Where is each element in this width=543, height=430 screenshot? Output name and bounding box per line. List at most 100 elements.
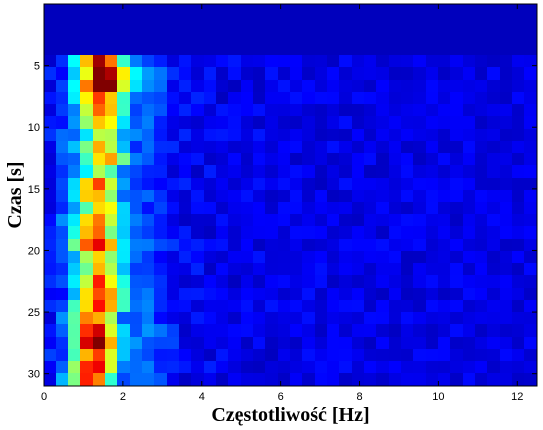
heatmap-cell bbox=[68, 337, 81, 350]
heatmap-cell bbox=[228, 324, 242, 338]
heatmap-cell bbox=[524, 361, 537, 374]
heatmap-cell bbox=[401, 373, 414, 386]
heatmap-cell bbox=[352, 263, 365, 276]
heatmap-cell bbox=[475, 239, 488, 252]
heatmap-cell bbox=[253, 165, 266, 179]
heatmap-cell bbox=[475, 251, 488, 264]
heatmap-cell bbox=[80, 275, 94, 289]
heatmap-cell bbox=[130, 129, 143, 142]
heatmap-cell bbox=[191, 373, 205, 386]
heatmap-cell bbox=[56, 373, 69, 386]
heatmap-cell bbox=[339, 116, 353, 130]
heatmap-cell bbox=[512, 349, 525, 362]
heatmap-cell bbox=[290, 361, 303, 374]
heatmap-cell bbox=[241, 288, 254, 301]
heatmap-cell bbox=[191, 337, 205, 350]
heatmap-cell bbox=[302, 165, 316, 179]
heatmap-cell bbox=[216, 141, 229, 154]
heatmap-cell bbox=[68, 116, 81, 130]
heatmap-cell bbox=[216, 300, 229, 313]
heatmap-cell bbox=[204, 239, 217, 252]
heatmap-cell bbox=[56, 67, 69, 81]
heatmap-cell bbox=[364, 288, 377, 301]
heatmap-cell bbox=[389, 263, 402, 276]
heatmap-cell bbox=[216, 324, 229, 338]
heatmap-cell bbox=[80, 55, 94, 68]
heatmap-cell bbox=[302, 190, 316, 203]
heatmap-cell bbox=[376, 349, 390, 362]
heatmap-cell bbox=[475, 226, 488, 240]
heatmap-cell bbox=[68, 349, 81, 362]
heatmap-cell bbox=[512, 141, 525, 154]
heatmap-cell bbox=[44, 80, 57, 93]
heatmap-cell bbox=[117, 337, 131, 350]
heatmap-cell bbox=[413, 153, 427, 166]
heatmap-cell bbox=[315, 324, 328, 338]
heatmap-cell bbox=[278, 239, 291, 252]
heatmap-cell bbox=[278, 288, 291, 301]
heatmap-cell bbox=[426, 141, 439, 154]
heatmap-cell bbox=[56, 165, 69, 179]
heatmap-cell bbox=[56, 288, 69, 301]
heatmap-cell bbox=[68, 324, 81, 338]
heatmap-cell bbox=[56, 275, 69, 289]
heatmap-cell bbox=[401, 324, 414, 338]
heatmap-cell bbox=[438, 67, 451, 81]
heatmap-cell bbox=[426, 190, 439, 203]
heatmap-cell bbox=[278, 312, 291, 325]
heatmap-cell bbox=[438, 92, 451, 105]
heatmap-cell bbox=[142, 202, 155, 215]
heatmap-cell bbox=[364, 202, 377, 215]
heatmap-cell bbox=[142, 92, 155, 105]
heatmap-cell bbox=[191, 141, 205, 154]
heatmap-cell bbox=[401, 178, 414, 191]
heatmap-cell bbox=[93, 129, 106, 142]
heatmap-cell bbox=[450, 153, 464, 166]
heatmap-cell bbox=[450, 300, 464, 313]
heatmap-cell bbox=[142, 104, 155, 117]
heatmap-cell bbox=[290, 288, 303, 301]
heatmap-cell bbox=[450, 104, 464, 117]
heatmap-cell bbox=[130, 263, 143, 276]
heatmap-cell bbox=[401, 55, 414, 68]
heatmap-cell bbox=[142, 116, 155, 130]
heatmap-cell bbox=[167, 80, 180, 93]
x-axis-label: Częstotliwość [Hz] bbox=[211, 404, 369, 426]
heatmap-cell bbox=[253, 178, 266, 191]
heatmap-cell bbox=[438, 178, 451, 191]
heatmap-cell bbox=[265, 226, 279, 240]
heatmap-cell bbox=[105, 67, 118, 81]
heatmap-cell bbox=[56, 141, 69, 154]
heatmap-cell bbox=[512, 226, 525, 240]
heatmap-cell bbox=[68, 275, 81, 289]
heatmap-cell bbox=[154, 361, 168, 374]
heatmap-cell bbox=[204, 55, 217, 68]
heatmap-cell bbox=[290, 373, 303, 386]
heatmap-cell bbox=[56, 349, 69, 362]
heatmap-cell bbox=[352, 55, 365, 68]
heatmap-cell bbox=[142, 349, 155, 362]
heatmap-cell bbox=[364, 67, 377, 81]
heatmap-cell bbox=[44, 165, 57, 179]
heatmap-cell bbox=[438, 116, 451, 130]
heatmap-cell bbox=[228, 226, 242, 240]
heatmap-cell bbox=[179, 104, 192, 117]
heatmap-cell bbox=[352, 361, 365, 374]
heatmap-cell bbox=[44, 129, 57, 142]
heatmap-cell bbox=[228, 104, 242, 117]
heatmap-cell bbox=[290, 80, 303, 93]
heatmap-cell bbox=[426, 67, 439, 81]
y-axis-label: Czas [s] bbox=[4, 161, 26, 228]
heatmap-cell bbox=[315, 349, 328, 362]
heatmap-cell bbox=[44, 288, 57, 301]
heatmap-cell bbox=[56, 178, 69, 191]
heatmap-cell bbox=[302, 202, 316, 215]
heatmap-cell bbox=[389, 239, 402, 252]
heatmap-cell bbox=[339, 324, 353, 338]
heatmap-cell bbox=[352, 116, 365, 130]
heatmap-cell bbox=[315, 251, 328, 264]
heatmap-cell bbox=[56, 337, 69, 350]
heatmap-cell bbox=[524, 214, 537, 227]
heatmap-cell bbox=[500, 202, 513, 215]
heatmap-cell bbox=[450, 324, 464, 338]
